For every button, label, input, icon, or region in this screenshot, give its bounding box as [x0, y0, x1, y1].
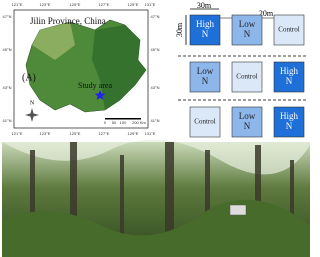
- lat-label: 47°N: [3, 14, 12, 19]
- cell-label: High: [280, 111, 299, 121]
- cell-label: N: [286, 121, 293, 131]
- lon-label: 131°E: [145, 2, 156, 7]
- cell-label: N: [244, 121, 251, 131]
- plot-cell: [231, 106, 263, 138]
- gap-label: 20m: [259, 9, 274, 18]
- lat-label: 47°N: [151, 14, 160, 19]
- width-label: 30m: [197, 1, 212, 10]
- lat-label: 45°N: [3, 47, 12, 52]
- lon-label: 131°E: [145, 131, 156, 136]
- plot-cell: [189, 14, 221, 46]
- map-ticks: 121°E 121°E 123°E 123°E 125°E 125°E 127°E 127°E…: [3, 2, 160, 136]
- cell-label: N: [244, 29, 251, 39]
- plot-cell: [189, 106, 221, 138]
- cell-label: Control: [194, 118, 215, 126]
- lon-label: 123°E: [40, 131, 51, 136]
- scale-label: 200 Km: [132, 120, 146, 125]
- height-label: 30m: [175, 22, 184, 37]
- plot-cell: [189, 61, 221, 93]
- scale-label: 100: [120, 120, 127, 125]
- forest-region: [92, 25, 146, 110]
- plot-cell: [273, 106, 305, 138]
- scale-label: 0: [104, 120, 107, 125]
- cell-label: Low: [239, 111, 256, 121]
- lat-label: 45°N: [151, 47, 160, 52]
- cell-label: Low: [239, 19, 256, 29]
- panel-label: (A): [22, 72, 36, 83]
- plot-cell: [231, 14, 263, 46]
- lon-label: 125°E: [70, 131, 81, 136]
- cell-label: High: [196, 19, 215, 29]
- lon-label: 121°E: [12, 131, 23, 136]
- cell-label: Control: [278, 26, 299, 34]
- compass: N: [25, 100, 39, 122]
- forest-photo: [2, 139, 310, 257]
- figure: Jilin Province, China (A) Study area N 0…: [2, 1, 310, 257]
- north-label: N: [30, 100, 35, 106]
- lon-label: 129°E: [128, 2, 139, 7]
- lat-label: 41°N: [151, 118, 160, 123]
- lon-label: 123°E: [40, 2, 51, 7]
- scale-label: 50: [112, 120, 117, 125]
- cell-label: High: [280, 66, 299, 76]
- lon-label: 127°E: [99, 2, 110, 7]
- scale-bar: 0 50 100 200 Km: [104, 118, 147, 125]
- map-title: Jilin Province, China: [30, 16, 106, 26]
- plot-cell: [231, 61, 263, 93]
- plot-cell: [273, 14, 305, 46]
- study-area-label: Study area: [78, 81, 112, 90]
- cell-label: Low: [197, 66, 214, 76]
- lat-label: 43°N: [151, 85, 160, 90]
- lon-label: 125°E: [70, 2, 81, 7]
- lat-label: 43°N: [3, 85, 12, 90]
- lon-label: 127°E: [99, 131, 110, 136]
- plot-cell: [273, 61, 305, 93]
- cell-label: N: [286, 76, 293, 86]
- map-panel: Jilin Province, China (A) Study area N 0…: [3, 2, 160, 136]
- lon-label: 121°E: [12, 2, 23, 7]
- lon-label: 129°E: [128, 131, 139, 136]
- study-area-star: [94, 90, 106, 100]
- plain-region: [32, 22, 75, 60]
- cell-label: N: [202, 76, 209, 86]
- lat-label: 41°N: [3, 118, 12, 123]
- cell-label: Control: [236, 73, 257, 81]
- cell-label: N: [202, 29, 209, 39]
